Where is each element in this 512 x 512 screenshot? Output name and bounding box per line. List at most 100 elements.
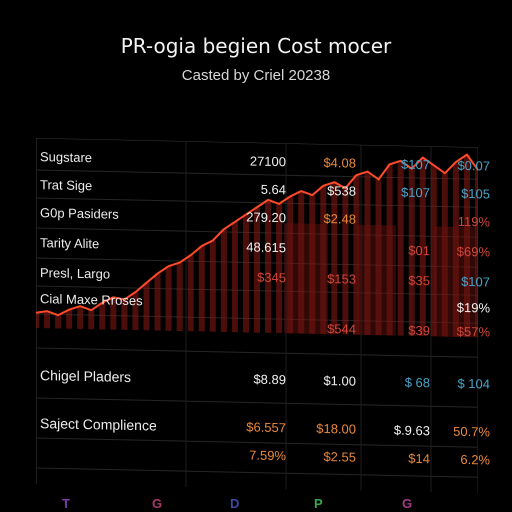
table-cell: 5.64 (260, 181, 286, 198)
table-cell: $0.07 (457, 157, 490, 174)
area-bar (430, 165, 437, 337)
area-bar (66, 309, 73, 329)
grid-row-line (36, 437, 478, 448)
area-bar (220, 229, 227, 332)
chart-panel: Sugstare 27100 $4.08 $107 $0.07 Trat Sige 5.64… (36, 138, 490, 494)
row-label: Presl, Largo (40, 265, 111, 282)
area-bar (132, 292, 139, 331)
area-bar (287, 196, 294, 334)
area-bar (375, 179, 382, 336)
table-cell: $345 (257, 269, 286, 286)
legend-item: D (230, 496, 240, 511)
cost-chart (36, 138, 478, 494)
area-bar (342, 188, 349, 335)
table-cell: 48.615 (246, 239, 286, 256)
grid-row-line (36, 197, 478, 208)
table-cell: $ 68 (404, 374, 430, 391)
area-bar (209, 240, 216, 332)
area-bar (331, 182, 338, 335)
row-label: Tarity Alite (40, 235, 100, 252)
legend-item: G (152, 496, 163, 511)
area-bar (110, 297, 117, 330)
table-cell: $2.48 (323, 211, 356, 227)
area-bar (353, 175, 360, 335)
table-cell: $538 (327, 183, 356, 199)
table-cell: $69% (456, 243, 490, 260)
series-line (36, 153, 478, 317)
table-cell: $57% (456, 323, 490, 340)
area-bar (408, 168, 415, 336)
table-cell: 50.7% (453, 423, 490, 440)
grid-row-line (36, 397, 478, 408)
highlight-column (358, 224, 396, 336)
table-cell: $35 (408, 272, 430, 289)
table-cell: $105 (461, 185, 490, 202)
row-label: Chigel Pladers (40, 367, 132, 385)
area-bar (121, 299, 128, 330)
table-cell: $39 (408, 322, 430, 339)
area-bar (320, 185, 327, 335)
row-label: Cial Maxe Rroses (40, 291, 143, 309)
area-bar (187, 255, 194, 332)
table-cell: $19% (456, 299, 490, 316)
chart-title: PR-ogia begien Cost mocer (120, 34, 392, 58)
row-label: Saject Complience (40, 415, 157, 434)
legend-item: T (62, 496, 70, 511)
area-bar (198, 245, 205, 332)
table-cell: $14 (408, 450, 430, 467)
area-bar (386, 164, 393, 336)
table-cell: $107 (401, 184, 430, 201)
table-cell: $18.00 (316, 420, 356, 437)
area-bar (397, 160, 404, 336)
legend-item: P (314, 496, 323, 511)
area-bar (99, 302, 106, 330)
table-cell: $107 (461, 273, 490, 290)
table-cell: $107 (401, 156, 430, 173)
grid-row-line (36, 169, 478, 180)
area-bar (242, 214, 249, 333)
area-bar (55, 315, 62, 329)
table-cell: $2.55 (323, 449, 356, 465)
area-bar (154, 273, 161, 331)
area-bar (44, 311, 51, 329)
area-bar (364, 171, 371, 336)
area-bar (441, 173, 448, 337)
row-label: G0p Pasiders (40, 205, 119, 222)
area-bar (276, 203, 283, 334)
area-bar (143, 282, 150, 331)
area-bar (254, 207, 260, 333)
area-bar (298, 190, 305, 334)
row-label: Sugstare (40, 149, 93, 166)
area-bar (176, 262, 183, 332)
area-bar (77, 306, 84, 329)
area-bar (265, 199, 272, 333)
area-bar (309, 195, 316, 334)
frame-top (36, 138, 478, 148)
legend-item: G (402, 496, 413, 511)
grid-row-line (36, 467, 478, 478)
area-bar (419, 157, 426, 337)
area-bar (452, 161, 459, 337)
area-bar (231, 221, 238, 333)
table-cell: 279.20 (246, 209, 286, 226)
row-label: Trat Sige (40, 177, 93, 194)
table-cell: $ 104 (457, 375, 490, 392)
area-bar (463, 154, 470, 338)
area-bar (88, 310, 95, 330)
table-cell: $6.557 (246, 419, 286, 436)
highlight-column (284, 223, 328, 335)
table-cell: 27100 (249, 153, 286, 170)
table-cell: 7.59% (249, 447, 286, 464)
area-bar (475, 169, 478, 338)
table-cell: $1.00 (323, 373, 356, 389)
grid-row-line (36, 347, 478, 358)
chart-subtitle: Casted by Criel 20238 (181, 67, 331, 84)
area-bar (165, 266, 172, 331)
table-cell: 119% (457, 213, 490, 230)
table-cell: $8.89 (253, 371, 286, 388)
table-cell: 6.2% (460, 451, 490, 468)
table-cell: $4.08 (323, 155, 356, 171)
highlight-column (434, 226, 476, 338)
table-cell: $.9.63 (393, 422, 430, 439)
